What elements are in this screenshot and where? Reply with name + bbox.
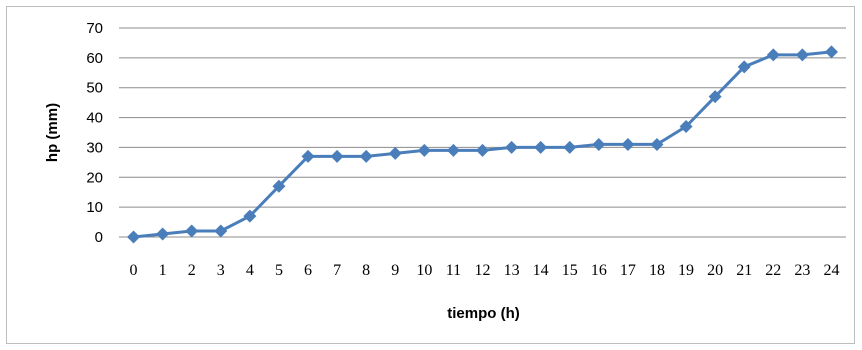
x-tick-label: 0 xyxy=(130,262,138,279)
y-axis-title: hp (mm) xyxy=(44,103,61,162)
y-tick-label: 0 xyxy=(95,229,103,246)
data-point-marker xyxy=(650,137,664,151)
x-tick-label: 21 xyxy=(736,262,752,279)
x-tick-label: 3 xyxy=(217,262,225,279)
y-tick-label: 70 xyxy=(86,20,103,37)
data-point-marker xyxy=(592,137,606,151)
x-tick-label: 8 xyxy=(362,262,370,279)
x-tick-label: 12 xyxy=(475,262,491,279)
data-point-marker xyxy=(214,224,228,238)
data-point-marker xyxy=(679,120,693,134)
x-tick-label: 5 xyxy=(275,262,283,279)
data-point-marker xyxy=(476,143,489,157)
x-tick-label: 7 xyxy=(333,262,341,279)
data-point-marker xyxy=(301,149,315,163)
x-tick-label: 1 xyxy=(159,262,167,279)
x-tick-label: 11 xyxy=(446,262,461,279)
chart-frame xyxy=(6,6,855,344)
y-tick-label: 40 xyxy=(86,110,103,127)
data-point-marker xyxy=(156,227,170,241)
data-point-marker xyxy=(272,179,286,193)
gridlines xyxy=(119,27,846,238)
y-axis-tick-labels: 0 10 20 30 40 50 60 70 xyxy=(86,20,103,246)
data-point-marker xyxy=(127,230,141,244)
x-tick-label: 20 xyxy=(707,262,723,279)
x-tick-label: 15 xyxy=(562,262,578,279)
x-axis-title: tiempo (h) xyxy=(447,305,520,322)
y-tick-label: 10 xyxy=(86,199,103,216)
data-point-marker xyxy=(824,45,838,59)
x-tick-label: 6 xyxy=(304,262,312,279)
x-tick-label: 19 xyxy=(678,262,694,279)
data-point-marker xyxy=(737,60,751,74)
data-point-marker xyxy=(330,149,344,163)
y-tick-label: 20 xyxy=(86,169,103,186)
data-point-marker xyxy=(766,48,780,62)
data-point-marker xyxy=(185,224,199,238)
x-tick-label: 23 xyxy=(794,262,810,279)
x-tick-label: 17 xyxy=(620,262,636,279)
data-point-marker xyxy=(388,146,402,160)
data-point-marker xyxy=(795,48,809,62)
x-tick-label: 4 xyxy=(246,262,254,279)
data-point-marker xyxy=(505,140,519,154)
y-tick-label: 60 xyxy=(86,50,103,67)
y-tick-label: 50 xyxy=(86,80,103,97)
y-tick-label: 30 xyxy=(86,139,103,156)
x-tick-label: 18 xyxy=(649,262,665,279)
data-point-marker xyxy=(359,149,373,163)
x-tick-label: 10 xyxy=(416,262,432,279)
x-axis-tick-labels: 0 1 2 3 4 5 6 7 8 9 10 11 12 13 14 15 16 17 18 19 20 21 22 23 24 xyxy=(130,262,840,279)
series-group xyxy=(127,45,838,244)
x-tick-label: 13 xyxy=(504,262,520,279)
x-tick-label: 24 xyxy=(823,262,839,279)
data-point-marker xyxy=(534,140,548,154)
x-tick-label: 22 xyxy=(765,262,781,279)
x-tick-label: 9 xyxy=(391,262,399,279)
data-point-marker xyxy=(417,143,431,157)
x-tick-label: 2 xyxy=(188,262,196,279)
data-point-marker xyxy=(563,140,577,154)
x-tick-label: 14 xyxy=(533,262,549,279)
data-point-marker xyxy=(446,143,460,157)
data-point-marker xyxy=(708,90,722,104)
data-point-marker xyxy=(243,209,257,223)
data-point-marker xyxy=(621,137,635,151)
x-tick-label: 16 xyxy=(591,262,607,279)
